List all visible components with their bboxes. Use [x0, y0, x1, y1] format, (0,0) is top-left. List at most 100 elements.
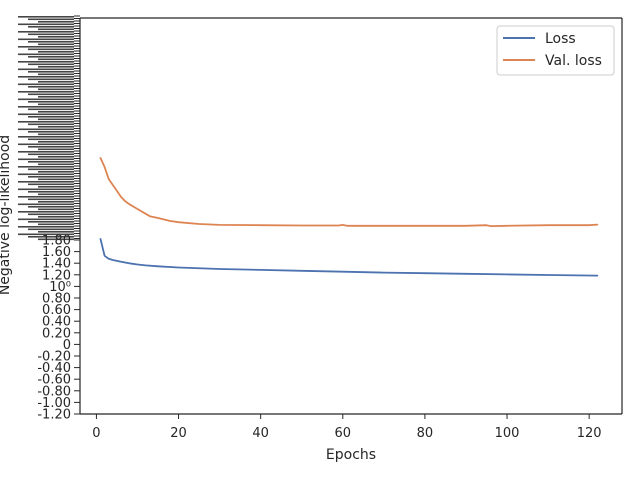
- y-dense-tick-glyph: [38, 28, 74, 31]
- y-dense-tick-glyph: [18, 98, 74, 101]
- y-dense-tick-glyph: [38, 81, 74, 83]
- y-dense-tick-glyph: [18, 68, 74, 71]
- y-dense-tick-glyph: [18, 203, 74, 206]
- y-dense-tick-glyph: [28, 93, 74, 96]
- y-dense-tick-glyph: [18, 158, 74, 161]
- y-dense-tick-glyph: [18, 218, 74, 221]
- y-tick-label: -0.80: [37, 384, 71, 399]
- y-dense-tick-glyph: [28, 123, 74, 126]
- y-tick-label: 10⁰: [49, 280, 71, 295]
- y-dense-tick-glyph: [18, 23, 74, 26]
- y-dense-tick-glyph: [28, 131, 74, 133]
- x-tick-label: 60: [335, 426, 352, 441]
- y-dense-tick-glyph: [18, 38, 74, 41]
- y-dense-tick-glyph: [28, 71, 74, 73]
- y-dense-tick-glyph: [38, 141, 74, 143]
- series-line-loss: [99, 238, 599, 277]
- y-dense-tick-glyph: [38, 133, 74, 136]
- y-dense-tick-glyph: [28, 56, 74, 58]
- y-tick-label: 0: [63, 338, 71, 353]
- y-dense-tick-glyph: [18, 173, 74, 176]
- y-dense-tick-glyph: [18, 166, 74, 168]
- y-dense-tick-glyph: [28, 146, 74, 148]
- y-dense-tick-glyph: [38, 171, 74, 173]
- series-line-val-loss: [99, 157, 599, 228]
- y-dense-tick-glyph: [38, 58, 74, 61]
- y-dense-tick-glyph: [28, 183, 74, 186]
- y-dense-tick-glyph: [38, 208, 74, 211]
- y-dense-tick-glyph: [28, 191, 74, 193]
- y-tick-label: -0.40: [37, 361, 71, 376]
- y-dense-tick-glyph: [28, 26, 74, 28]
- y-dense-tick-glyph: [28, 221, 74, 223]
- y-dense-tick-glyph: [38, 88, 74, 91]
- y-dense-tick-glyph: [28, 86, 74, 88]
- y-dense-tick-glyph: [38, 193, 74, 196]
- y-dense-tick-glyph: [18, 53, 74, 56]
- y-dense-tick-glyph: [38, 66, 74, 68]
- x-axis-ticks: 0 20 40 60 80 100 120: [92, 414, 602, 441]
- y-dense-tick-glyph: [18, 226, 74, 228]
- y-dense-tick-glyph: [38, 118, 74, 121]
- y-tick-label: -0.20: [37, 350, 71, 365]
- y-dense-tick-glyph: [28, 101, 74, 103]
- y-dense-tick-glyph: [28, 206, 74, 208]
- y-tick-label: 0.80: [42, 292, 71, 307]
- y-dense-tick-glyph: [18, 91, 74, 93]
- y-dense-tick-glyph: [38, 156, 74, 158]
- y-dense-tick-glyph: [18, 31, 74, 33]
- y-dense-tick-glyph: [28, 108, 74, 111]
- y-dense-tick-glyph: [18, 181, 74, 183]
- y-dense-tick-glyph: [38, 36, 74, 38]
- y-dense-tick-glyph: [28, 33, 74, 36]
- x-tick-label: 0: [92, 426, 100, 441]
- y-dense-tick-glyph: [38, 216, 74, 218]
- y-dense-tick-glyph: [38, 51, 74, 53]
- y-dense-tick-glyph: [28, 228, 74, 231]
- y-dense-tick-glyph: [38, 231, 74, 233]
- y-dense-tick-glyph: [18, 76, 74, 78]
- y-axis-label: Negative log-likelihood: [0, 135, 13, 295]
- y-dense-tick-glyph: [18, 211, 74, 213]
- y-dense-tick-glyph: [28, 41, 74, 43]
- y-dense-tick-glyph: [28, 161, 74, 163]
- legend-label-val-loss: Val. loss: [545, 53, 602, 69]
- y-tick-label: -1.00: [37, 396, 71, 411]
- y-dense-tick-glyph: [28, 63, 74, 66]
- y-dense-tick-glyph: [38, 148, 74, 151]
- y-dense-tick-glyph: [38, 126, 74, 128]
- y-dense-tick-glyph: [28, 198, 74, 201]
- y-tick-label: 0.60: [42, 303, 71, 318]
- y-dense-tick-glyph: [28, 236, 74, 238]
- y-tick-label: 0.40: [42, 315, 71, 330]
- y-tick-label: -0.60: [37, 373, 71, 388]
- x-axis-label: Epochs: [326, 447, 376, 463]
- y-dense-tick-glyph: [38, 111, 74, 113]
- y-dense-tick-glyph: [28, 176, 74, 178]
- y-dense-tick-glyph: [18, 121, 74, 123]
- y-dense-tick-glyph: [18, 113, 74, 116]
- y-dense-tick-glyph: [28, 168, 74, 171]
- y-tick-label: 1.40: [42, 257, 71, 272]
- y-dense-tick-glyph: [18, 83, 74, 86]
- y-dense-tick-glyph: [38, 103, 74, 106]
- y-dense-tick-glyph: [28, 213, 74, 216]
- y-dense-tick-glyph: [18, 136, 74, 138]
- y-dense-tick-glyph: [38, 223, 74, 226]
- y-dense-tick-glyph: [38, 238, 74, 241]
- x-tick-label: 20: [170, 426, 187, 441]
- y-dense-tick-glyph: [38, 186, 74, 188]
- y-dense-tick-glyph: [38, 21, 74, 23]
- y-axis-tick-labels: 1.801.601.401.2010⁰0.800.600.400.200-0.2…: [37, 234, 80, 423]
- y-tick-label: 0.20: [42, 326, 71, 341]
- y-dense-tick-glyph: [38, 178, 74, 181]
- y-dense-tick-glyph: [28, 116, 74, 118]
- y-dense-tick-glyph: [28, 18, 74, 21]
- y-tick-label: 1.20: [42, 268, 71, 283]
- x-tick-label: 100: [495, 426, 520, 441]
- y-dense-tick-glyph: [18, 143, 74, 146]
- y-dense-tick-glyph: [28, 138, 74, 141]
- series-lines: [99, 157, 599, 277]
- y-dense-tick-glyph: [28, 78, 74, 81]
